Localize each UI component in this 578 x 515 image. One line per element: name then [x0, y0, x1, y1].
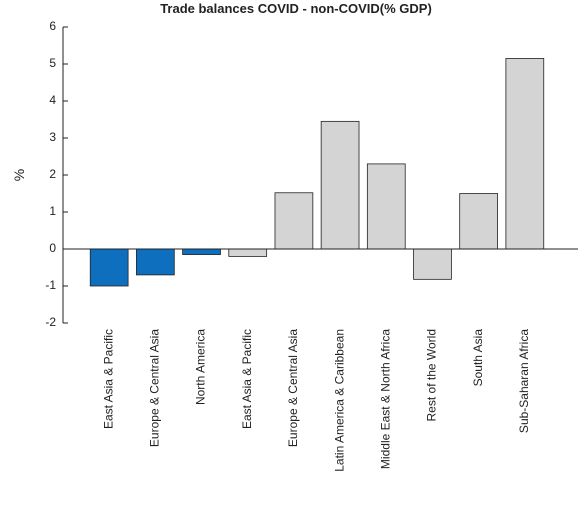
x-tick-label: Europe & Central Asia [286, 329, 300, 447]
y-tick-label: -1 [45, 278, 56, 292]
bar [182, 248, 221, 255]
x-tick-label: South Asia [471, 329, 485, 387]
bar [413, 248, 452, 280]
bar [366, 163, 406, 250]
y-tick-label: 1 [49, 204, 56, 218]
x-tick-label: North America [194, 329, 208, 405]
y-tick-label: 2 [49, 167, 56, 181]
x-tick-label: Rest of the World [425, 329, 439, 421]
x-tick-label: Europe & Central Asia [148, 329, 162, 447]
y-tick-label: 5 [49, 56, 56, 70]
y-tick-label: -2 [45, 315, 56, 329]
bar [89, 248, 129, 287]
x-tick-label: Middle East & North Africa [378, 329, 392, 469]
bar [459, 193, 498, 250]
x-tick-label: Sub-Saharan Africa [517, 329, 531, 433]
y-tick-label: 6 [49, 19, 56, 33]
y-axis-label: % [11, 169, 27, 181]
x-tick-label: Latin America & Caribbean [332, 329, 346, 472]
y-tick-label: 0 [49, 241, 56, 255]
bar [505, 58, 545, 250]
bar [136, 248, 175, 276]
x-tick-label: East Asia & Pacific [101, 329, 115, 429]
bar [274, 192, 314, 250]
y-tick-label: 3 [49, 130, 56, 144]
y-tick-label: 4 [49, 93, 56, 107]
chart-title: Trade balances COVID - non-COVID(% GDP) [160, 1, 432, 16]
bar [228, 248, 268, 257]
x-tick-label: East Asia & Pacific [240, 329, 254, 429]
bar [320, 120, 360, 250]
